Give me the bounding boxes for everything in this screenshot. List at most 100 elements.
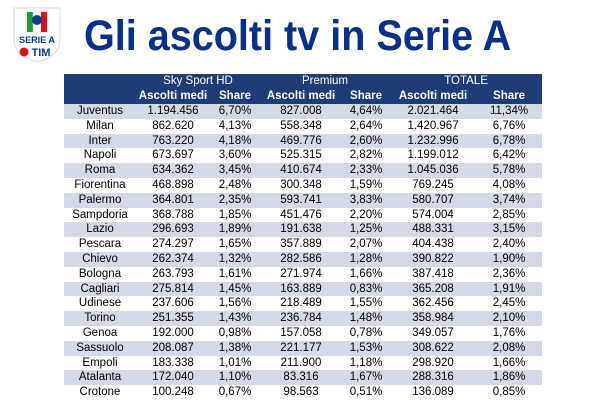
team-name: Juventus bbox=[64, 104, 136, 119]
column-header: Ascolti medi bbox=[390, 89, 477, 104]
premium-share: 1,18% bbox=[342, 355, 391, 371]
table-row: Palermo 364.801 2,35% 593.741 3,83% 580.707 3,… bbox=[64, 192, 543, 208]
totale-ascolti: 365.208 bbox=[390, 281, 477, 297]
premium-ascolti: 827.008 bbox=[260, 104, 343, 119]
premium-share: 1,28% bbox=[342, 251, 391, 267]
premium-share: 1,48% bbox=[342, 311, 391, 326]
totale-share: 2,45% bbox=[476, 296, 543, 312]
sky-ascolti: 364.801 bbox=[136, 192, 210, 208]
sky-ascolti: 262.374 bbox=[136, 251, 210, 267]
sky-share: 0,67% bbox=[210, 385, 261, 400]
logo-line2: TIM bbox=[32, 47, 51, 59]
totale-ascolti: 769.245 bbox=[390, 177, 477, 193]
premium-share: 2,82% bbox=[342, 148, 391, 164]
logo-line1: SERIE A bbox=[19, 35, 55, 45]
totale-share: 11,34% bbox=[476, 104, 543, 119]
totale-share: 2,08% bbox=[476, 340, 543, 356]
sky-share: 1,45% bbox=[210, 281, 261, 297]
column-header: Share bbox=[342, 89, 391, 104]
team-header-blank bbox=[64, 89, 136, 104]
sky-ascolti: 275.814 bbox=[136, 281, 210, 297]
premium-ascolti: 282.586 bbox=[260, 251, 343, 267]
team-name: Napoli bbox=[64, 148, 136, 164]
premium-ascolti: 410.674 bbox=[260, 163, 343, 178]
team-name: Cagliari bbox=[64, 281, 136, 297]
sky-share: 3,45% bbox=[210, 163, 261, 178]
table-row: Sassuolo 208.087 1,38% 221.177 1,53% 308.622 2… bbox=[64, 340, 543, 356]
team-name: Atalanta bbox=[64, 370, 136, 386]
table-row: Empoli 183.338 1,01% 211.900 1,18% 298.920 1,6… bbox=[64, 355, 543, 371]
totale-ascolti: 1.045.036 bbox=[390, 163, 477, 178]
table-row: Udinese 237.606 1,56% 218.489 1,55% 362.456 2,… bbox=[64, 296, 543, 312]
totale-ascolti: 574.004 bbox=[390, 207, 477, 223]
totale-ascolti: 136.089 bbox=[390, 385, 477, 400]
totale-ascolti: 488.331 bbox=[390, 222, 477, 238]
column-header: Ascolti medi bbox=[260, 89, 343, 104]
premium-ascolti: 451.476 bbox=[260, 207, 343, 223]
totale-share: 1,66% bbox=[476, 355, 543, 371]
totale-ascolti: 288.316 bbox=[390, 370, 477, 386]
premium-ascolti: 236.784 bbox=[260, 311, 343, 326]
premium-ascolti: 558.348 bbox=[260, 118, 343, 134]
sky-ascolti: 100.248 bbox=[136, 385, 210, 400]
team-name: Crotone bbox=[64, 385, 136, 400]
totale-share: 1,90% bbox=[476, 251, 543, 267]
table-row: Cagliari 275.814 1,45% 163.889 0,83% 365.208 1… bbox=[64, 281, 543, 297]
column-header: Share bbox=[476, 89, 543, 104]
totale-share: 1,76% bbox=[476, 325, 543, 341]
sky-ascolti: 862.620 bbox=[136, 118, 210, 134]
totale-ascolti: 580.707 bbox=[390, 192, 477, 208]
totale-share: 3,74% bbox=[476, 192, 543, 208]
column-header: Ascolti medi bbox=[136, 89, 210, 104]
sky-ascolti: 468.898 bbox=[136, 177, 210, 193]
sky-share: 0,98% bbox=[210, 325, 261, 341]
premium-ascolti: 191.638 bbox=[260, 222, 343, 238]
totale-share: 0,85% bbox=[476, 385, 543, 400]
totale-ascolti: 1.232.996 bbox=[390, 133, 477, 149]
team-name: Sassuolo bbox=[64, 340, 136, 356]
column-header: Share bbox=[210, 89, 261, 104]
totale-ascolti: 298.920 bbox=[390, 355, 477, 371]
serie-a-tim-logo: SERIE A TIM bbox=[8, 6, 66, 64]
totale-ascolti: 349.057 bbox=[390, 325, 477, 341]
premium-share: 2,20% bbox=[342, 207, 391, 223]
totale-share: 3,15% bbox=[476, 222, 543, 238]
sky-ascolti: 296.693 bbox=[136, 222, 210, 238]
sky-share: 2,35% bbox=[210, 192, 261, 208]
premium-share: 4,64% bbox=[342, 104, 391, 119]
premium-share: 2,07% bbox=[342, 237, 391, 252]
premium-share: 0,78% bbox=[342, 325, 391, 341]
sky-share: 1,65% bbox=[210, 237, 261, 252]
totale-ascolti: 404.438 bbox=[390, 237, 477, 252]
team-name: Fiorentina bbox=[64, 177, 136, 193]
sky-share: 4,13% bbox=[210, 118, 261, 134]
page-title: Gli ascolti tv in Serie A bbox=[84, 12, 512, 60]
premium-ascolti: 271.974 bbox=[260, 266, 343, 282]
totale-ascolti: 2.021.464 bbox=[390, 104, 477, 119]
group-header-premium: Premium bbox=[260, 74, 391, 89]
team-name: Empoli bbox=[64, 355, 136, 371]
premium-ascolti: 83.316 bbox=[260, 370, 343, 386]
team-name: Chievo bbox=[64, 251, 136, 267]
sky-share: 3,60% bbox=[210, 148, 261, 164]
table-row: Atalanta 172.040 1,10% 83.316 1,67% 288.316 1,… bbox=[64, 370, 543, 386]
premium-share: 2,60% bbox=[342, 133, 391, 149]
premium-share: 1,66% bbox=[342, 266, 391, 282]
totale-share: 2,36% bbox=[476, 266, 543, 282]
table-row: Torino 251.355 1,43% 236.784 1,48% 358.984 2,1… bbox=[64, 311, 543, 326]
sky-ascolti: 1.194.456 bbox=[136, 104, 210, 119]
group-header-row: Sky Sport HD Premium TOTALE bbox=[64, 74, 543, 89]
sky-share: 1,01% bbox=[210, 355, 261, 371]
totale-ascolti: 390.822 bbox=[390, 251, 477, 267]
premium-ascolti: 469.776 bbox=[260, 133, 343, 149]
premium-share: 1,67% bbox=[342, 370, 391, 386]
sky-ascolti: 183.338 bbox=[136, 355, 210, 371]
sky-share: 1,43% bbox=[210, 311, 261, 326]
premium-ascolti: 211.900 bbox=[260, 355, 343, 371]
premium-share: 3,83% bbox=[342, 192, 391, 208]
totale-ascolti: 308.622 bbox=[390, 340, 477, 356]
sky-ascolti: 208.087 bbox=[136, 340, 210, 356]
table-row: Chievo 262.374 1,32% 282.586 1,28% 390.822 1,9… bbox=[64, 251, 543, 267]
sky-share: 1,56% bbox=[210, 296, 261, 312]
totale-share: 1,86% bbox=[476, 370, 543, 386]
